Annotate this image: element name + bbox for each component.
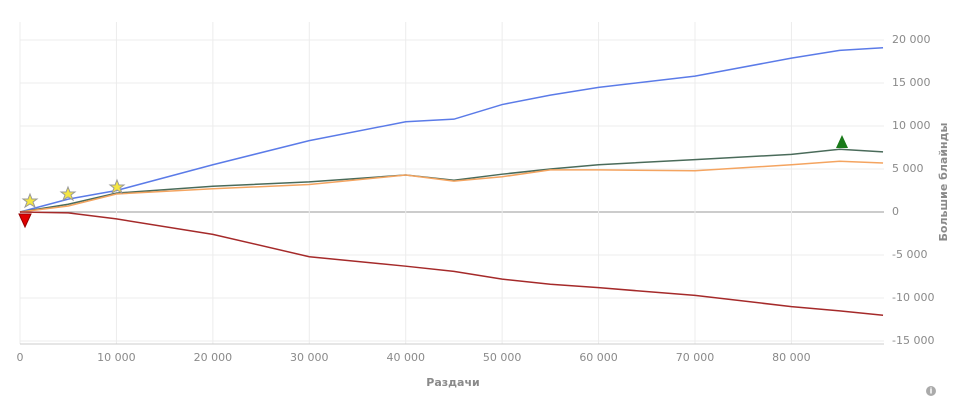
x-tick-label: 70 000 (676, 351, 715, 364)
down-marker (18, 213, 32, 229)
series-line (19, 148, 884, 213)
x-tick-label: 40 000 (386, 351, 425, 364)
series-line (19, 211, 884, 316)
up-marker (836, 135, 848, 148)
info-icon-glyph: i (930, 387, 933, 396)
x-tick-label: 20 000 (194, 351, 233, 364)
y-tick-label: -10 000 (892, 291, 934, 304)
y-axis-title: Большие блайнды (937, 122, 950, 241)
x-tick-label: 50 000 (483, 351, 522, 364)
series-line (19, 160, 884, 213)
y-tick-label: -5 000 (892, 248, 927, 261)
series-line (19, 47, 884, 213)
y-tick-label: 10 000 (892, 119, 931, 132)
y-tick-label: -15 000 (892, 334, 934, 347)
x-tick-label: 30 000 (290, 351, 329, 364)
x-axis-title: Раздачи (426, 376, 479, 389)
star-icon (21, 192, 39, 209)
x-tick-label: 0 (17, 351, 24, 364)
y-tick-label: 15 000 (892, 76, 931, 89)
x-tick-label: 60 000 (579, 351, 618, 364)
star-icon (108, 178, 126, 195)
x-tick-label: 80 000 (772, 351, 811, 364)
star-icon (59, 185, 77, 202)
x-tick-label: 10 000 (97, 351, 136, 364)
y-tick-label: 20 000 (892, 33, 931, 46)
info-icon[interactable] (926, 386, 936, 396)
y-tick-label: 0 (892, 205, 899, 218)
y-tick-label: 5 000 (892, 162, 924, 175)
